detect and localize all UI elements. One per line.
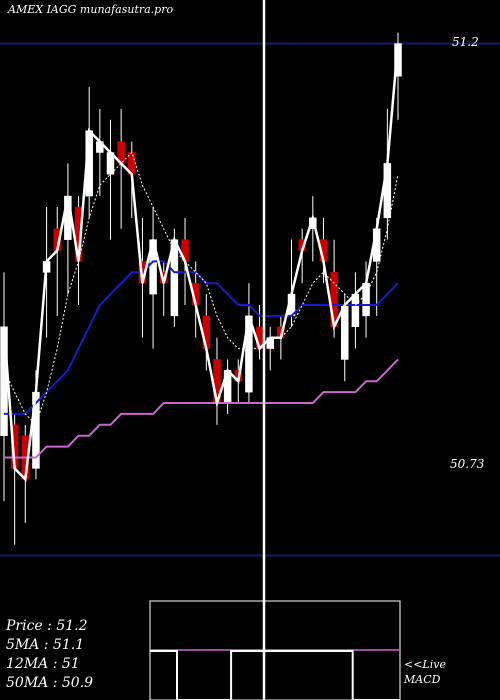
chart-title: AMEX IAGG munafasutra.pro bbox=[7, 3, 173, 16]
top-level-label: 51.2 bbox=[452, 35, 479, 49]
legend-5ma: 5MA : 51.1 bbox=[6, 637, 84, 653]
legend-12ma: 12MA : 51 bbox=[6, 656, 80, 672]
bottom-level-label: 50.73 bbox=[450, 457, 485, 471]
macd-live-label: <<Live bbox=[404, 658, 446, 671]
price-panel-lines bbox=[2, 43, 400, 483]
candle-up bbox=[351, 293, 360, 328]
macd-label: MACD bbox=[403, 673, 441, 686]
price-line bbox=[2, 43, 400, 483]
ma-blue-line bbox=[4, 260, 399, 415]
legend-50ma: 50MA : 50.9 bbox=[6, 675, 93, 691]
ma-fast-line bbox=[3, 151, 399, 426]
candle-up bbox=[394, 43, 402, 77]
candle-up bbox=[341, 304, 349, 360]
macd-signal-line bbox=[150, 650, 400, 700]
legend-price: Price : 51.2 bbox=[5, 618, 88, 634]
ma-slow-line bbox=[4, 358, 399, 459]
